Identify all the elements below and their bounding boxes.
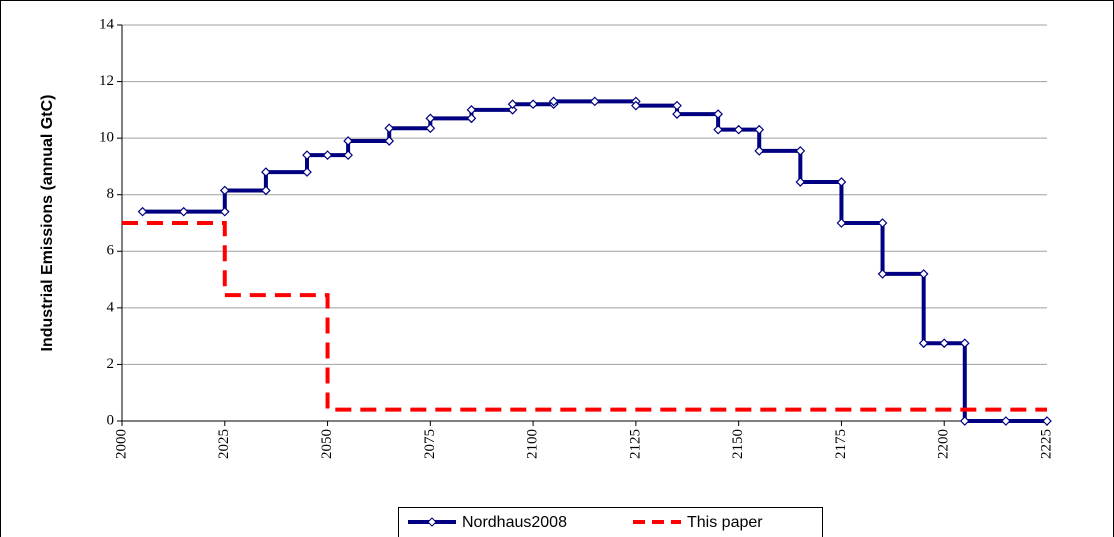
marker: [322, 150, 333, 160]
marker: [754, 146, 765, 156]
x-tick-label: 2175: [833, 429, 849, 459]
marker: [672, 109, 682, 119]
marker: [507, 105, 518, 115]
marker: [343, 150, 353, 160]
series-line: [122, 221, 1047, 412]
marker: [219, 206, 230, 217]
marker: [548, 96, 559, 107]
y-tick-label: 8: [107, 186, 115, 202]
marker: [918, 338, 929, 349]
legend-box: [398, 507, 823, 537]
marker: [795, 146, 806, 156]
marker: [507, 99, 518, 110]
marker: [959, 416, 970, 426]
legend-marker: [427, 517, 437, 527]
y-tick-label: 4: [107, 299, 115, 315]
x-tick-label: 2025: [216, 429, 232, 459]
marker: [384, 123, 395, 134]
marker: [836, 218, 847, 228]
x-tick-label: 2050: [319, 429, 335, 459]
marker: [1001, 416, 1011, 426]
x-tick-label: 2100: [525, 429, 541, 459]
marker: [939, 338, 950, 349]
marker: [178, 206, 189, 217]
marker: [425, 113, 436, 124]
marker: [713, 124, 723, 135]
legend-label: This paper: [687, 514, 763, 531]
marker: [795, 177, 806, 187]
marker: [918, 269, 929, 279]
y-tick-label: 10: [99, 130, 114, 146]
marker: [877, 269, 888, 279]
marker: [713, 109, 723, 119]
marker: [261, 185, 271, 196]
y-tick-label: 6: [107, 243, 115, 259]
marker: [754, 124, 765, 135]
legend-label: Nordhaus2008: [462, 514, 567, 531]
x-tick-label: 2150: [730, 429, 746, 459]
marker: [219, 185, 230, 196]
marker: [528, 99, 538, 110]
marker: [302, 150, 312, 160]
marker: [425, 123, 436, 134]
marker: [261, 167, 271, 177]
y-tick-label: 12: [99, 73, 114, 89]
x-tick-label: 2075: [422, 429, 438, 459]
marker: [877, 218, 888, 228]
marker: [343, 136, 353, 146]
marker: [631, 100, 641, 111]
plot-area: [122, 25, 1047, 421]
marker: [137, 206, 148, 217]
marker: [384, 136, 395, 146]
marker: [466, 113, 477, 124]
marker: [836, 177, 847, 187]
marker: [589, 96, 600, 107]
y-tick-label: 0: [107, 412, 115, 428]
x-tick-label: 2125: [627, 429, 643, 459]
marker: [1042, 416, 1052, 426]
y-tick-label: 14: [99, 16, 115, 32]
x-tick-label: 2225: [1038, 429, 1054, 459]
x-tick-label: 2000: [113, 429, 129, 459]
marker: [733, 124, 744, 135]
y-tick-label: 2: [107, 356, 115, 372]
y-axis-title: Industrial Emissions (annual GtC): [39, 95, 56, 352]
marker: [302, 167, 312, 177]
marker: [959, 338, 970, 349]
marker: [466, 105, 477, 115]
x-tick-label: 2200: [936, 429, 952, 459]
